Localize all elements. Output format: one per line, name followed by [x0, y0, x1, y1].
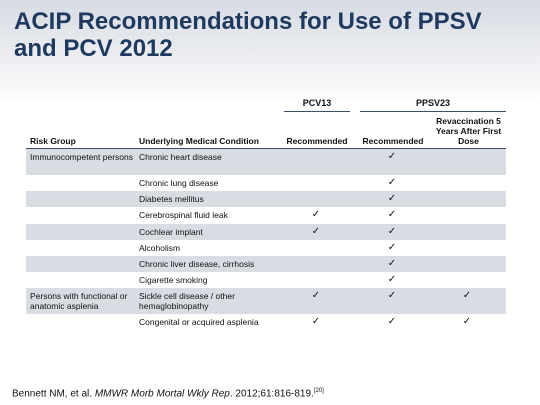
- revaccination-check-icon: ✓: [462, 290, 472, 302]
- table-row: Diabetes mellitus ✓: [26, 191, 506, 208]
- risk-group-cell: Immunocompetent persons: [30, 152, 133, 162]
- group-ppsv23: PPSV23: [415, 98, 451, 108]
- ppsv23-check-icon: ✓: [387, 177, 397, 188]
- condition-cell: Alcoholism: [139, 242, 181, 253]
- condition-cell: Cerebrospinal fluid leak: [139, 210, 228, 221]
- risk-group-cell: Persons with functional or anatomic aspl…: [30, 291, 128, 312]
- citation-ref: [20]: [313, 388, 324, 394]
- ppsv23-check-icon: ✓: [387, 257, 397, 269]
- condition-cell: Chronic heart disease: [139, 152, 222, 162]
- citation-authors: Bennett NM, et al.: [12, 388, 93, 400]
- condition-cell: Diabetes mellitus: [139, 194, 204, 205]
- revaccination-check-icon: ✓: [462, 316, 472, 328]
- header-revaccination: Revaccination 5 Years After First Dose: [435, 116, 502, 146]
- slide-title: ACIP Recommendations for Use of PPSV and…: [14, 8, 482, 62]
- group-ppsv23-underline: [360, 111, 506, 112]
- table-row: Chronic liver disease, cirrhosis ✓: [26, 255, 506, 273]
- ppsv23-check-icon: ✓: [387, 316, 397, 328]
- condition-cell: Sickle cell disease / other hemaglobinop…: [139, 291, 235, 312]
- header-pcv13-recommended: Recommended: [286, 136, 348, 146]
- header-ppsv23-recommended: Recommended: [362, 136, 424, 146]
- table-row: Cigarette smoking ✓: [26, 272, 506, 288]
- condition-cell: Congenital or acquired asplenia: [139, 317, 259, 328]
- pcv13-check-icon: ✓: [311, 316, 321, 328]
- condition-cell: Cigarette smoking: [139, 275, 208, 286]
- table-row: Chronic lung disease ✓: [26, 175, 506, 191]
- pcv13-check-icon: ✓: [311, 209, 321, 221]
- pcv13-check-icon: ✓: [311, 290, 321, 302]
- table-row: Cochlear implant ✓ ✓: [26, 223, 506, 240]
- citation-journal: MMWR Morb Mortal Wkly Rep: [94, 388, 230, 400]
- citation: Bennett NM, et al. MMWR Morb Mortal Wkly…: [12, 388, 324, 399]
- table-row: Immunocompetent persons Chronic heart dis…: [26, 149, 506, 175]
- ppsv23-check-icon: ✓: [387, 241, 397, 253]
- group-pcv13-underline: [284, 111, 350, 112]
- header-divider: [26, 148, 506, 149]
- ppsv23-check-icon: ✓: [387, 274, 397, 286]
- recommendations-table: PCV13 PPSV23 Risk Group Underlying Medic…: [26, 98, 506, 331]
- ppsv23-check-icon: ✓: [387, 151, 397, 162]
- column-header-row: Risk Group Underlying Medical Condition …: [26, 112, 506, 149]
- group-header-row: PCV13 PPSV23: [26, 98, 506, 112]
- condition-cell: Chronic liver disease, cirrhosis: [139, 258, 255, 269]
- table-row: Alcoholism ✓: [26, 240, 506, 256]
- ppsv23-check-icon: ✓: [387, 290, 397, 302]
- pcv13-check-icon: ✓: [311, 225, 321, 237]
- citation-details: . 2012;61:816-819.: [229, 388, 314, 400]
- ppsv23-check-icon: ✓: [387, 193, 397, 205]
- ppsv23-check-icon: ✓: [387, 225, 397, 237]
- table-row: Persons with functional or anatomic aspl…: [26, 288, 506, 315]
- table-row: Cerebrospinal fluid leak ✓ ✓: [26, 207, 506, 223]
- condition-cell: Chronic lung disease: [139, 178, 219, 188]
- header-risk-group: Risk Group: [30, 136, 76, 146]
- table-row: Congenital or acquired asplenia ✓ ✓ ✓: [26, 314, 506, 330]
- group-pcv13: PCV13: [302, 98, 332, 108]
- ppsv23-check-icon: ✓: [387, 209, 397, 221]
- condition-cell: Cochlear implant: [139, 226, 203, 237]
- header-condition: Underlying Medical Condition: [139, 136, 259, 146]
- table-body: Immunocompetent persons Chronic heart dis…: [26, 149, 506, 331]
